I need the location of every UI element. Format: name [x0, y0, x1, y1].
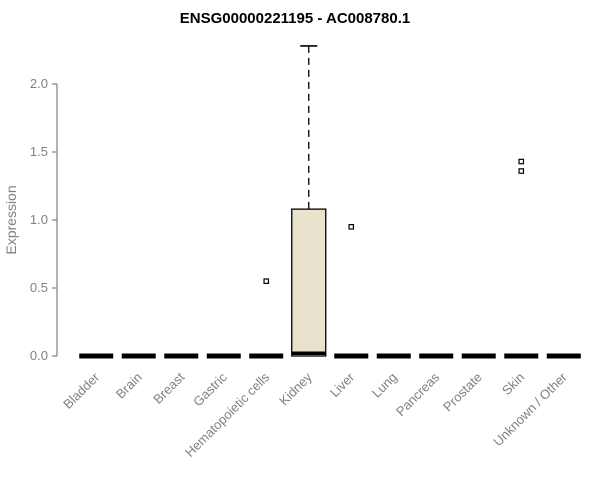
- outlier-point: [348, 224, 355, 230]
- x-category-label: Prostate: [440, 370, 485, 415]
- x-category-label: Unknown / Other: [490, 369, 570, 449]
- x-category-label: Lung: [369, 370, 400, 401]
- x-category-label: Breast: [150, 369, 187, 406]
- outlier-point: [518, 158, 525, 165]
- zero-box: [79, 353, 114, 359]
- x-category-label: Pancreas: [393, 369, 443, 419]
- outlier-point: [263, 278, 270, 285]
- x-category-label: Liver: [327, 369, 358, 400]
- zero-box: [249, 353, 284, 359]
- zero-box: [376, 353, 411, 359]
- x-category-label: Bladder: [60, 369, 103, 412]
- zero-box: [334, 353, 369, 359]
- zero-box: [419, 353, 454, 359]
- y-tick-label: 1.5: [30, 144, 48, 159]
- x-category-label: Brain: [113, 370, 145, 402]
- y-tick-label: 0.0: [30, 348, 48, 363]
- y-axis-label: Expression: [3, 185, 19, 254]
- x-category-label: Gastric: [190, 369, 230, 409]
- box: [291, 208, 327, 357]
- x-category-label: Kidney: [276, 369, 315, 408]
- y-tick-label: 0.5: [30, 280, 48, 295]
- zero-box: [121, 353, 156, 359]
- plot-area: 0.0 0.5 1.0 1.5 2.0 Bladder Brain Breast Gastric…: [30, 45, 581, 460]
- chart-title: ENSG00000221195 - AC008780.1: [180, 10, 410, 27]
- zero-box: [461, 353, 496, 359]
- zero-box: [546, 353, 581, 359]
- zero-box: [206, 353, 241, 359]
- zero-box: [164, 353, 199, 359]
- x-category-label: Hematopoietic cells: [182, 369, 273, 460]
- y-tick-label: 2.0: [30, 76, 48, 91]
- x-category-label: Skin: [499, 370, 527, 398]
- zero-box: [504, 353, 539, 359]
- outlier-point: [518, 168, 525, 174]
- y-tick-label: 1.0: [30, 212, 48, 227]
